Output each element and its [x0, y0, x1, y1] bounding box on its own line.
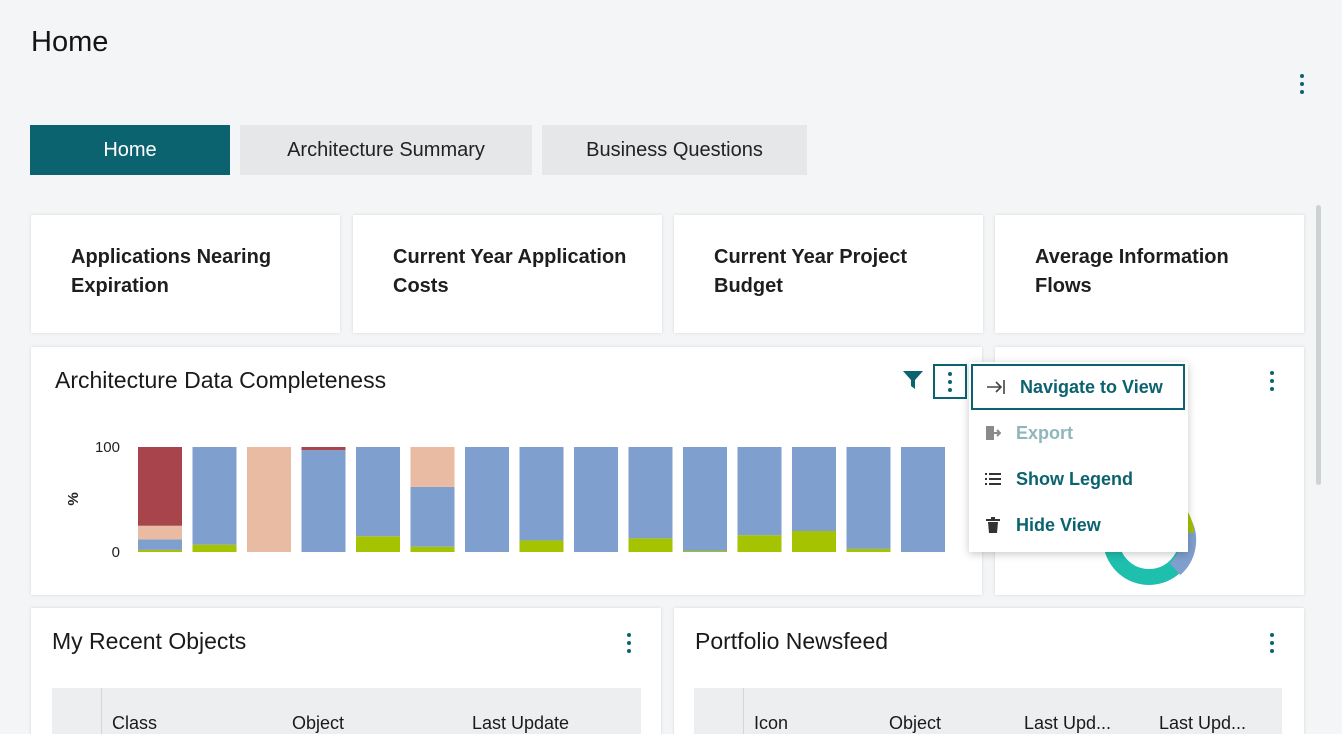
bar-segment[interactable] — [356, 447, 400, 537]
select-column[interactable] — [52, 688, 102, 734]
bar-segment[interactable] — [683, 447, 727, 551]
list-icon — [969, 472, 1016, 486]
menu-item-label: Export — [1016, 422, 1074, 443]
bar-segment[interactable] — [192, 447, 237, 545]
column-header-icon[interactable]: Icon — [754, 712, 789, 733]
bar-segment[interactable] — [628, 447, 673, 539]
completeness-chart: 0 100% — [65, 439, 945, 561]
widget-title: Portfolio Newsfeed — [695, 628, 889, 654]
bar-segment[interactable] — [301, 447, 346, 451]
bar-segment[interactable] — [737, 535, 782, 552]
tab-bar: Home Architecture Summary Business Quest… — [30, 125, 807, 175]
bar-segment[interactable] — [901, 447, 945, 552]
menu-item-label: Hide View — [1016, 514, 1101, 535]
bar-segment[interactable] — [574, 447, 618, 552]
kpi-title: Current Year Application Costs — [393, 246, 627, 297]
y-tick-label: 100 — [95, 439, 120, 456]
kpi-card-application-costs[interactable]: Current Year Application Costs — [353, 215, 662, 333]
menu-item-label: Navigate to View — [1020, 376, 1163, 397]
bar-segment[interactable] — [792, 531, 836, 552]
tab-home[interactable]: Home — [30, 125, 230, 175]
bar-segment[interactable] — [138, 539, 182, 550]
bar-segment[interactable] — [792, 447, 836, 531]
filter-icon[interactable] — [902, 369, 924, 391]
export-icon — [969, 425, 1016, 441]
tab-business-questions[interactable]: Business Questions — [542, 125, 807, 175]
navigate-icon — [973, 378, 1020, 396]
architecture-data-completeness-widget: Architecture Data Completeness 0 100% — [31, 347, 982, 595]
bar-segment[interactable] — [846, 548, 891, 552]
widget-more-menu-icon[interactable] — [1262, 631, 1282, 655]
bar-segment[interactable] — [519, 540, 564, 552]
trash-icon — [969, 517, 1016, 533]
bar-segment[interactable] — [138, 525, 182, 540]
menu-item-show-legend[interactable]: Show Legend — [969, 456, 1188, 502]
widget-more-menu-icon[interactable] — [1262, 369, 1282, 393]
bar-segment[interactable] — [465, 447, 509, 552]
column-header-class[interactable]: Class — [112, 712, 158, 733]
widget-title: My Recent Objects — [52, 628, 247, 654]
my-recent-objects-widget: My Recent Objects Class Object Last Upda… — [31, 608, 661, 734]
table-header: Icon Object Last Upd... Last Upd... — [694, 688, 1282, 734]
bar-segment[interactable] — [356, 536, 400, 552]
column-header-last-updated-by[interactable]: Last Upd... — [1159, 712, 1247, 733]
bar-segment[interactable] — [247, 447, 291, 552]
kpi-title: Average Information Flows — [1035, 246, 1229, 297]
page-more-menu-icon[interactable] — [1292, 72, 1312, 96]
column-header-object[interactable]: Object — [889, 712, 942, 733]
menu-item-navigate-to-view[interactable]: Navigate to View — [971, 364, 1185, 410]
tab-architecture-summary[interactable]: Architecture Summary — [240, 125, 532, 175]
table-header: Class Object Last Update — [52, 688, 641, 734]
page-scrollbar[interactable] — [1316, 205, 1321, 485]
bar-segment[interactable] — [410, 447, 455, 487]
kpi-title: Applications Nearing Expiration — [71, 246, 272, 297]
bar-segment[interactable] — [410, 486, 455, 547]
widget-more-menu-icon[interactable] — [619, 631, 639, 655]
bar-segment[interactable] — [519, 447, 564, 541]
column-header-last-updated[interactable]: Last Upd... — [1024, 712, 1112, 733]
column-header-object[interactable]: Object — [292, 712, 345, 733]
menu-item-export[interactable]: Export — [969, 410, 1188, 456]
bar-segment[interactable] — [138, 549, 182, 552]
widget-context-menu: Navigate to View Export Show Legend Hide… — [969, 362, 1188, 552]
bar-segment[interactable] — [410, 546, 455, 552]
bar-segment[interactable] — [628, 538, 673, 552]
page-title: Home — [31, 26, 109, 58]
menu-item-label: Show Legend — [1016, 468, 1133, 489]
bar-segment[interactable] — [846, 447, 891, 549]
menu-item-hide-view[interactable]: Hide View — [969, 502, 1188, 548]
widget-title: Architecture Data Completeness — [55, 367, 387, 393]
bar-segment[interactable] — [301, 450, 346, 552]
bar-segment[interactable] — [192, 544, 237, 552]
y-tick-label: 0 — [112, 544, 120, 561]
bar-segment[interactable] — [138, 447, 182, 526]
portfolio-newsfeed-widget: Portfolio Newsfeed Icon Object Last Upd.… — [674, 608, 1304, 734]
kpi-card-applications-nearing-expiration[interactable]: Applications Nearing Expiration — [31, 215, 340, 333]
kpi-card-information-flows[interactable]: Average Information Flows — [995, 215, 1304, 333]
y-axis-label: % — [65, 492, 82, 505]
bar-segment[interactable] — [737, 447, 782, 536]
kpi-card-project-budget[interactable]: Current Year Project Budget — [674, 215, 983, 333]
bar-segment[interactable] — [683, 550, 727, 552]
column-header-last-update[interactable]: Last Update — [472, 712, 570, 733]
kpi-title: Current Year Project Budget — [714, 246, 908, 297]
select-column[interactable] — [694, 688, 744, 734]
chart-more-menu-button[interactable] — [933, 364, 967, 399]
